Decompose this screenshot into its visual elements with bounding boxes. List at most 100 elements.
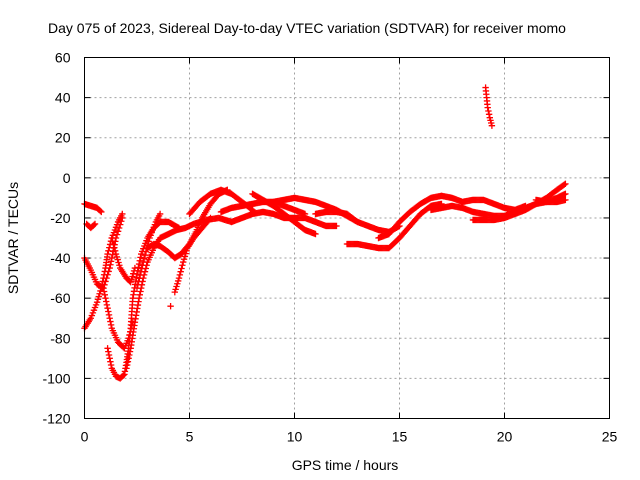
data-point <box>485 111 493 118</box>
data-layer <box>81 84 569 382</box>
data-point <box>100 288 108 295</box>
data-point <box>103 298 110 305</box>
data-point <box>135 260 143 268</box>
x-tick-label: 5 <box>186 429 194 445</box>
data-point <box>180 256 188 263</box>
data-point <box>99 278 106 285</box>
series-track-23 <box>482 84 496 129</box>
data-point <box>103 301 111 309</box>
y-tick-label: -40 <box>50 250 70 266</box>
data-point <box>126 351 133 359</box>
data-point <box>183 247 190 255</box>
data-point <box>105 348 112 355</box>
data-point <box>98 208 105 216</box>
y-tick-label: -60 <box>50 290 70 306</box>
data-point <box>100 274 107 282</box>
y-tick-label: -120 <box>42 411 70 427</box>
data-point <box>105 247 112 255</box>
data-point <box>112 250 120 258</box>
series-track-07 <box>108 234 139 286</box>
data-point <box>105 308 112 315</box>
data-point <box>167 302 174 310</box>
data-point <box>484 104 491 111</box>
data-point <box>562 196 569 204</box>
data-point <box>172 286 179 293</box>
data-point <box>137 254 144 261</box>
data-point <box>107 258 115 265</box>
data-point <box>171 288 178 296</box>
data-point <box>174 277 182 285</box>
data-point <box>127 278 134 286</box>
data-point <box>96 290 103 297</box>
data-point <box>107 321 115 329</box>
data-point <box>140 258 147 266</box>
y-tick-label: 40 <box>55 90 71 106</box>
data-point <box>130 267 138 275</box>
data-point <box>105 311 113 319</box>
data-point <box>102 294 109 302</box>
y-tick-label: -20 <box>50 210 70 226</box>
data-point <box>106 315 113 322</box>
data-point <box>100 271 108 278</box>
data-point <box>120 372 127 379</box>
data-point <box>128 276 135 283</box>
data-point <box>107 318 114 325</box>
data-point <box>104 304 111 312</box>
data-point <box>135 278 142 285</box>
data-point <box>100 284 107 292</box>
data-point <box>137 288 144 295</box>
data-point <box>562 190 569 198</box>
data-point <box>139 262 146 269</box>
data-point <box>177 268 184 275</box>
series-track-17 <box>312 208 403 236</box>
data-point <box>107 361 115 369</box>
x-tick-label: 15 <box>392 429 408 445</box>
data-point <box>101 268 108 275</box>
data-point <box>141 255 148 262</box>
data-point <box>180 258 187 266</box>
series-track-08 <box>123 214 235 372</box>
data-point <box>173 283 180 290</box>
data-point <box>125 355 132 362</box>
data-point <box>124 361 131 369</box>
data-point <box>136 291 143 299</box>
data-point <box>206 215 213 223</box>
data-point <box>175 274 183 282</box>
data-point <box>138 265 145 272</box>
data-point <box>156 210 164 218</box>
y-tick-label: -100 <box>42 370 70 386</box>
data-point <box>104 345 111 352</box>
y-axis-label: SDTVAR / TECUs <box>5 182 21 294</box>
data-point <box>136 275 143 282</box>
data-point <box>145 238 152 245</box>
data-point <box>133 284 141 292</box>
data-point <box>135 264 142 271</box>
series-track-11 <box>171 214 214 296</box>
data-point <box>114 228 122 235</box>
data-point <box>93 298 101 306</box>
data-point <box>111 247 119 255</box>
data-point <box>116 262 123 269</box>
data-point <box>113 253 121 261</box>
x-tick-label: 20 <box>497 429 513 445</box>
data-point <box>485 107 492 115</box>
x-tick-label: 0 <box>81 429 89 445</box>
data-point <box>97 207 104 215</box>
data-point <box>109 251 116 258</box>
x-axis-label: GPS time / hours <box>292 457 399 473</box>
data-point <box>123 365 130 372</box>
data-point <box>94 296 102 303</box>
series-track-19 <box>375 192 529 242</box>
data-point <box>115 259 122 266</box>
data-point <box>126 348 134 355</box>
data-point <box>134 281 141 289</box>
data-point <box>119 210 126 218</box>
data-point <box>91 220 99 228</box>
data-point <box>131 264 139 272</box>
data-point <box>111 244 118 251</box>
data-point <box>181 253 189 260</box>
data-point <box>109 238 116 245</box>
data-point <box>90 221 98 229</box>
series-track-18 <box>343 200 445 252</box>
y-tick-label: 0 <box>63 170 71 186</box>
